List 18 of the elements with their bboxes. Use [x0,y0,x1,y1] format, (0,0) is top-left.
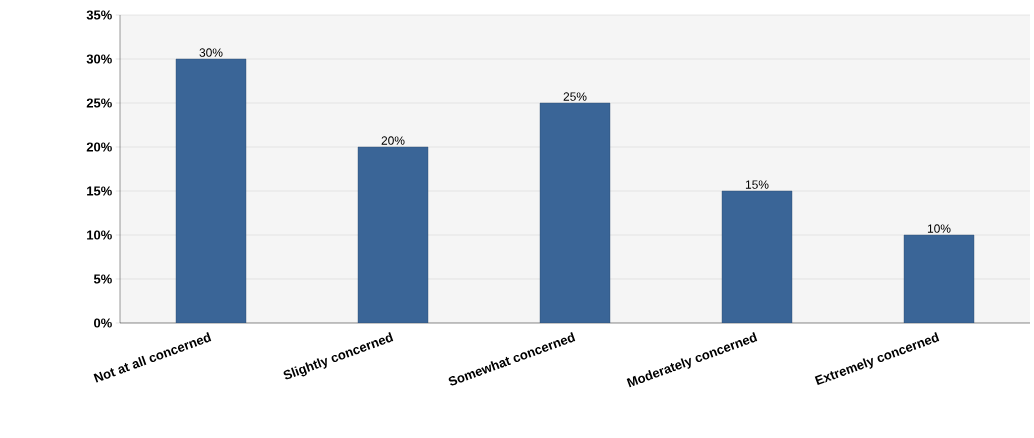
y-tick-label: 20% [86,142,112,152]
data-label: 15% [745,180,769,189]
bar [175,58,247,323]
data-label: 30% [199,48,223,57]
y-tick-label: 5% [93,274,112,284]
y-tick-label: 30% [86,54,112,64]
data-label: 10% [927,224,951,233]
y-tick-label: 10% [87,230,112,240]
y-tick-label: 25% [86,98,112,108]
bar [357,146,429,323]
y-tick-label: 35% [86,10,112,20]
bar [721,190,793,323]
data-label: 20% [381,136,405,145]
bar [903,234,975,323]
data-label: 25% [563,92,587,101]
y-tick-label: 15% [87,186,112,196]
y-tick-label: 0% [94,318,112,328]
bar [539,102,611,323]
